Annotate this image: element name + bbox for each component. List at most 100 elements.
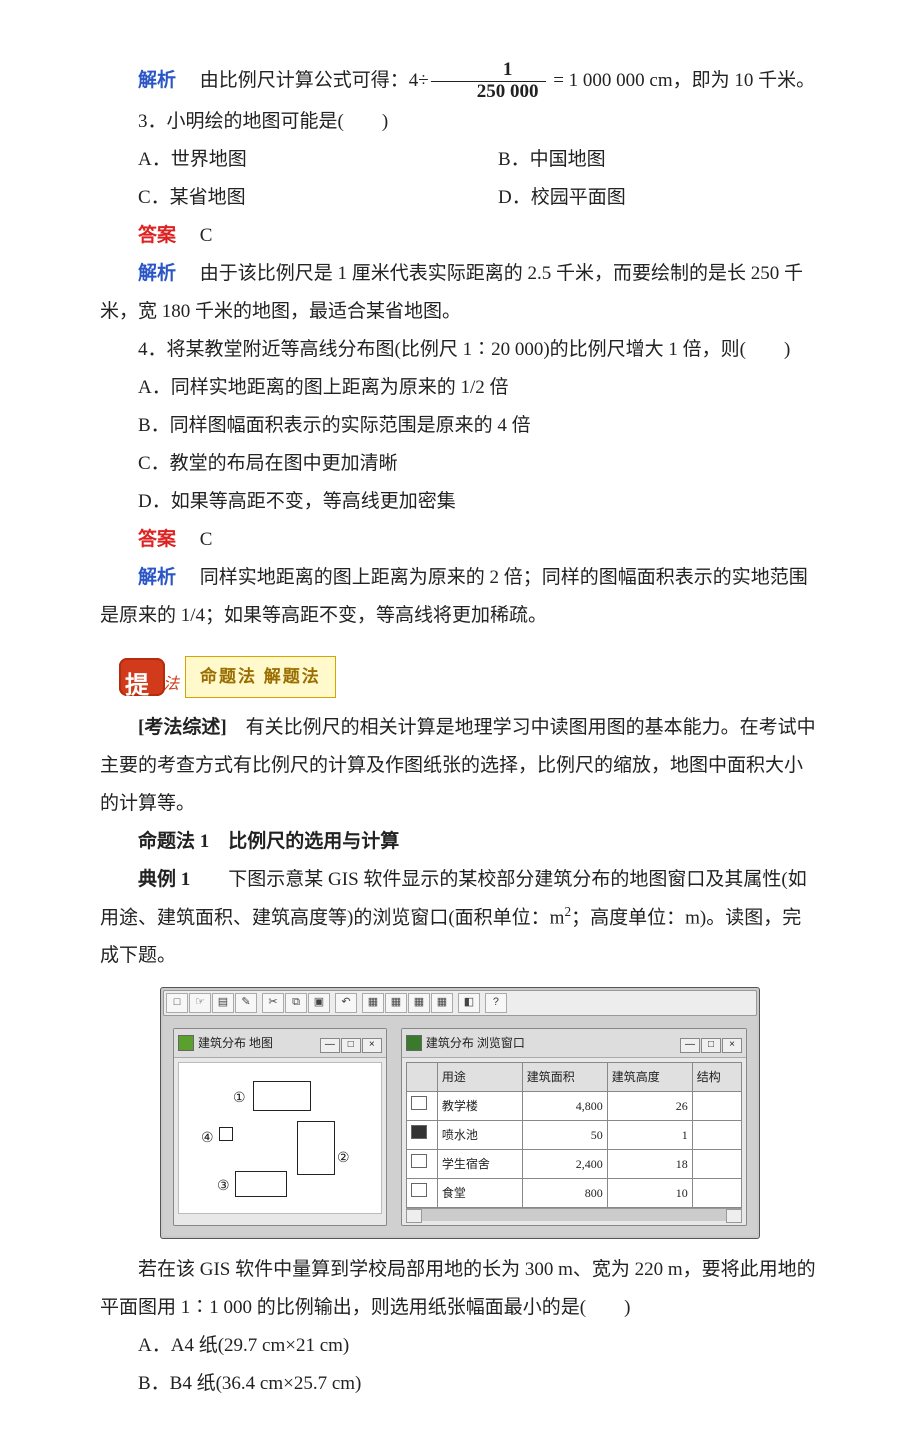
table-cell: 喷水池 bbox=[437, 1121, 522, 1150]
toolbar-button[interactable]: ✎ bbox=[235, 993, 257, 1013]
q4-B: B．同样图幅面积表示的实际范围是原来的 4 倍 bbox=[100, 407, 820, 445]
table-row: 喷水池501 bbox=[406, 1121, 741, 1150]
scroll-right-btn[interactable] bbox=[726, 1209, 742, 1223]
analysis-line-1: 解析 由比例尺计算公式可得：4÷1250 000 = 1 000 000 cm，… bbox=[100, 60, 820, 103]
close-button[interactable]: × bbox=[362, 1038, 382, 1053]
color-swatch bbox=[411, 1125, 427, 1139]
q3-B: B．中国地图 bbox=[460, 141, 820, 179]
toolbar-button[interactable]: ▦ bbox=[362, 993, 384, 1013]
table-header: 用途 bbox=[437, 1063, 522, 1092]
window-icon bbox=[178, 1035, 194, 1051]
label-daan: 答案 bbox=[138, 225, 176, 246]
q3-A: A．世界地图 bbox=[100, 141, 460, 179]
browse-titlebar: 建筑分布 浏览窗口 —□× bbox=[402, 1029, 746, 1058]
browse-title: 建筑分布 浏览窗口 bbox=[426, 1031, 525, 1055]
text: 同样实地距离的图上距离为原来的 2 倍；同样的图幅面积表示的实地范围是原来的 1… bbox=[100, 567, 808, 626]
toolbar-button[interactable]: ▦ bbox=[431, 993, 453, 1013]
table-cell: 50 bbox=[522, 1121, 607, 1150]
label-jiexi: 解析 bbox=[138, 567, 176, 588]
map-label: ④ bbox=[201, 1125, 214, 1153]
table-cell bbox=[692, 1092, 741, 1121]
q3-options: A．世界地图 B．中国地图 C．某省地图 D．校园平面图 bbox=[100, 141, 820, 217]
toolbar-button[interactable]: ? bbox=[485, 993, 507, 1013]
toolbar-button[interactable]: ✂ bbox=[262, 993, 284, 1013]
kaofa-summary: [考法综述] 有关比例尺的相关计算是地理学习中读图用图的基本能力。在考试中主要的… bbox=[100, 709, 820, 823]
table-cell bbox=[692, 1150, 741, 1179]
map-label: ③ bbox=[217, 1173, 230, 1201]
table-cell: 26 bbox=[607, 1092, 692, 1121]
building-b3 bbox=[235, 1171, 287, 1197]
q3-analysis: 解析 由于该比例尺是 1 厘米代表实际距离的 2.5 千米，而要绘制的是长 25… bbox=[100, 255, 820, 331]
toolbar-button[interactable]: ☞ bbox=[189, 993, 211, 1013]
q4-D: D．如果等高距不变，等高线更加密集 bbox=[100, 483, 820, 521]
toolbar-button[interactable]: ↶ bbox=[335, 993, 357, 1013]
toolbar-button[interactable]: ▦ bbox=[385, 993, 407, 1013]
q4-stem: 4．将某教堂附近等高线分布图(比例尺 1∶20 000)的比例尺增大 1 倍，则… bbox=[100, 331, 820, 369]
color-swatch bbox=[411, 1183, 427, 1197]
label-daan: 答案 bbox=[138, 529, 176, 550]
table-row: 教学楼4,80026 bbox=[406, 1092, 741, 1121]
label-jiexi: 解析 bbox=[138, 70, 176, 91]
map-title: 建筑分布 地图 bbox=[198, 1031, 273, 1055]
gis-toolbar: □☞▤✎✂⧉▣↶▦▦▦▦◧? bbox=[163, 990, 757, 1016]
dianli-1: 典例 1 下图示意某 GIS 软件显示的某校部分建筑分布的地图窗口及其属性(如用… bbox=[100, 861, 820, 975]
min-button[interactable]: — bbox=[680, 1038, 700, 1053]
gis-browse-window: 建筑分布 浏览窗口 —□× 用途建筑面积建筑高度结构 教学楼4,80026喷水池… bbox=[401, 1028, 747, 1226]
map-label: ① bbox=[233, 1085, 246, 1113]
min-button[interactable]: — bbox=[320, 1038, 340, 1053]
toolbar-button[interactable]: ▦ bbox=[408, 993, 430, 1013]
dianli-label: 典例 1 bbox=[138, 869, 228, 890]
banner-sub: 法 bbox=[163, 669, 179, 701]
q3-C: C．某省地图 bbox=[100, 179, 460, 217]
scroll-left-btn[interactable] bbox=[406, 1209, 422, 1223]
table-cell: 食堂 bbox=[437, 1179, 522, 1208]
toolbar-button[interactable]: ▤ bbox=[212, 993, 234, 1013]
q4-C: C．教堂的布局在图中更加清晰 bbox=[100, 445, 820, 483]
window-buttons[interactable]: —□× bbox=[319, 1031, 382, 1055]
table-cell: 18 bbox=[607, 1150, 692, 1179]
banner-label: 命题法 解题法 bbox=[185, 656, 336, 698]
tail-A: A．A4 纸(29.7 cm×21 cm) bbox=[100, 1327, 820, 1365]
table-cell bbox=[692, 1121, 741, 1150]
table-header: 结构 bbox=[692, 1063, 741, 1092]
table-header: 建筑面积 bbox=[522, 1063, 607, 1092]
table-cell: 10 bbox=[607, 1179, 692, 1208]
tail-B: B．B4 纸(36.4 cm×25.7 cm) bbox=[100, 1365, 820, 1403]
mingtifa-1: 命题法 1 比例尺的选用与计算 bbox=[100, 823, 820, 861]
toolbar-button[interactable]: ◧ bbox=[458, 993, 480, 1013]
toolbar-button[interactable]: □ bbox=[166, 993, 188, 1013]
attribute-table: 用途建筑面积建筑高度结构 教学楼4,80026喷水池501学生宿舍2,40018… bbox=[406, 1062, 742, 1208]
table-header bbox=[406, 1063, 437, 1092]
window-buttons[interactable]: —□× bbox=[679, 1031, 742, 1055]
map-canvas: ① ② ③④ bbox=[178, 1062, 382, 1214]
color-swatch bbox=[411, 1154, 427, 1168]
q3-stem: 3．小明绘的地图可能是( ) bbox=[100, 103, 820, 141]
max-button[interactable]: □ bbox=[341, 1038, 361, 1053]
fraction: 1250 000 bbox=[431, 60, 547, 103]
table-cell: 教学楼 bbox=[437, 1092, 522, 1121]
q4-analysis: 解析 同样实地距离的图上距离为原来的 2 倍；同样的图幅面积表示的实地范围是原来… bbox=[100, 559, 820, 635]
table-header: 建筑高度 bbox=[607, 1063, 692, 1092]
q4-A: A．同样实地距离的图上距离为原来的 1/2 倍 bbox=[100, 369, 820, 407]
gis-screenshot: □☞▤✎✂⧉▣↶▦▦▦▦◧? 建筑分布 地图 —□× ①②③④ 建筑分布 浏 bbox=[160, 987, 760, 1239]
table-cell: 4,800 bbox=[522, 1092, 607, 1121]
max-button[interactable]: □ bbox=[701, 1038, 721, 1053]
q3-answer: 答案 C bbox=[100, 217, 820, 255]
building-b1 bbox=[253, 1081, 311, 1111]
tail-stem: 若在该 GIS 软件中量算到学校局部用地的长为 300 m、宽为 220 m，要… bbox=[100, 1251, 820, 1327]
toolbar-button[interactable]: ▣ bbox=[308, 993, 330, 1013]
table-row: 食堂80010 bbox=[406, 1179, 741, 1208]
map-titlebar: 建筑分布 地图 —□× bbox=[174, 1029, 386, 1058]
map-label: ② bbox=[337, 1145, 350, 1173]
window-icon bbox=[406, 1035, 422, 1051]
kaofa-label: [考法综述] bbox=[138, 717, 246, 738]
ans: C bbox=[200, 529, 213, 550]
table-cell bbox=[692, 1179, 741, 1208]
table-cell: 学生宿舍 bbox=[437, 1150, 522, 1179]
scrollbar[interactable] bbox=[406, 1208, 742, 1221]
table-cell: 1 bbox=[607, 1121, 692, 1150]
label-jiexi: 解析 bbox=[138, 263, 176, 284]
building-b4 bbox=[219, 1127, 233, 1141]
toolbar-button[interactable]: ⧉ bbox=[285, 993, 307, 1013]
close-button[interactable]: × bbox=[722, 1038, 742, 1053]
